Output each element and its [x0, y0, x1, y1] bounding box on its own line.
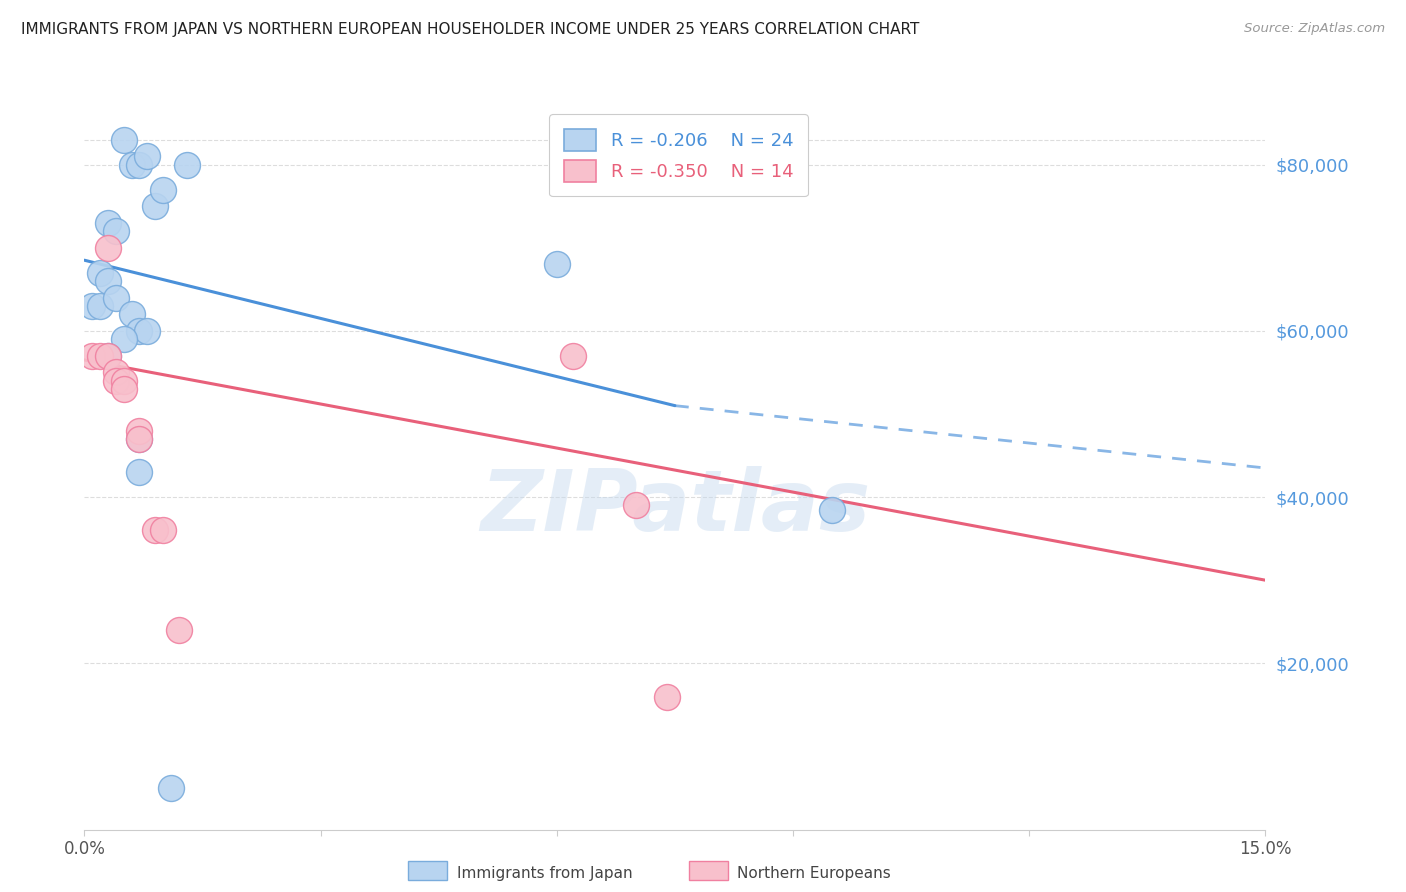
Point: [97, 349, 120, 363]
Point: [546, 257, 568, 271]
Point: [128, 432, 150, 446]
Point: [160, 780, 183, 795]
Point: [82, 299, 104, 313]
Point: [128, 432, 150, 446]
Point: [624, 499, 647, 513]
Point: [112, 374, 135, 388]
Point: [176, 158, 198, 172]
Point: [561, 349, 583, 363]
Point: [167, 623, 190, 637]
Point: [97, 216, 120, 230]
Point: [97, 241, 120, 255]
Point: [121, 158, 143, 172]
Text: Source: ZipAtlas.com: Source: ZipAtlas.com: [1244, 22, 1385, 36]
Point: [104, 291, 127, 305]
Point: [82, 349, 104, 363]
Legend: R = -0.206    N = 24, R = -0.350    N = 14: R = -0.206 N = 24, R = -0.350 N = 14: [550, 114, 807, 196]
Point: [152, 183, 174, 197]
Point: [143, 524, 166, 538]
Point: [152, 524, 174, 538]
Point: [821, 502, 844, 516]
Text: Northern Europeans: Northern Europeans: [737, 866, 890, 880]
Point: [104, 366, 127, 380]
Point: [97, 349, 120, 363]
Y-axis label: Householder Income Under 25 years: Householder Income Under 25 years: [0, 324, 7, 604]
Text: ZIPatlas: ZIPatlas: [479, 467, 870, 549]
Point: [136, 324, 159, 338]
Point: [104, 374, 127, 388]
Point: [112, 332, 135, 346]
Point: [143, 199, 166, 213]
Point: [112, 382, 135, 396]
Point: [655, 690, 678, 704]
Point: [128, 158, 150, 172]
Point: [89, 266, 111, 280]
Text: Immigrants from Japan: Immigrants from Japan: [457, 866, 633, 880]
Point: [112, 133, 135, 147]
Point: [128, 424, 150, 438]
Point: [128, 324, 150, 338]
Point: [104, 224, 127, 238]
Point: [89, 349, 111, 363]
Point: [136, 149, 159, 163]
Point: [121, 307, 143, 321]
Point: [97, 274, 120, 288]
Point: [89, 299, 111, 313]
Point: [128, 465, 150, 479]
Text: IMMIGRANTS FROM JAPAN VS NORTHERN EUROPEAN HOUSEHOLDER INCOME UNDER 25 YEARS COR: IMMIGRANTS FROM JAPAN VS NORTHERN EUROPE…: [21, 22, 920, 37]
